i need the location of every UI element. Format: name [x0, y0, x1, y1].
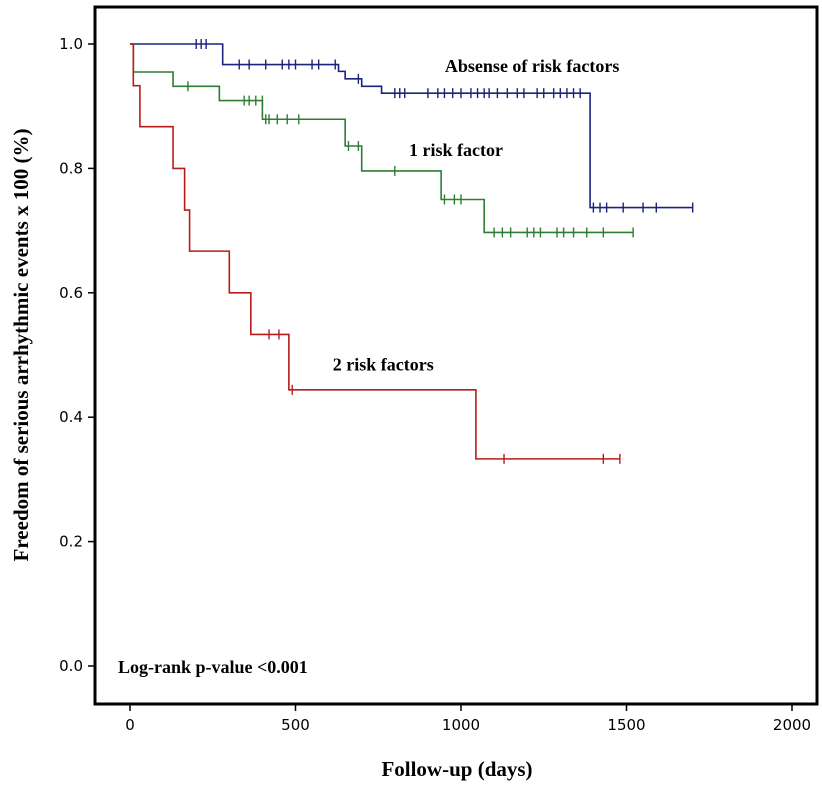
series-line-2: [130, 43, 620, 460]
y-tick-label: 0.0: [59, 657, 83, 675]
y-axis-title: Freedom of serious arrhythmic events x 1…: [9, 129, 33, 562]
series-line-1: [130, 43, 634, 234]
y-tick-label: 1.0: [59, 35, 83, 53]
series-labels: Absense of risk factors 1 risk factor 2 ri…: [333, 56, 620, 375]
log-rank-annotation: Log-rank p-value <0.001: [118, 657, 308, 677]
survival-curves: [130, 43, 693, 460]
y-tick-label: 0.6: [59, 284, 83, 302]
x-tick-label: 0: [125, 716, 135, 734]
series-label: 2 risk factors: [333, 355, 434, 375]
y-axis: 0.0 0.2 0.4 0.6 0.8 1.0: [59, 35, 95, 675]
series-label: Absense of risk factors: [445, 56, 619, 76]
x-axis: 0 500 1000 1500 2000: [125, 704, 811, 734]
censor-marks: [187, 39, 694, 464]
series-label: 1 risk factor: [409, 140, 503, 160]
x-tick-label: 2000: [773, 716, 811, 734]
x-tick-label: 500: [281, 716, 310, 734]
y-tick-label: 0.8: [59, 159, 83, 177]
y-tick-label: 0.4: [59, 408, 83, 426]
series-line-0: [130, 43, 693, 209]
y-tick-label: 0.2: [59, 533, 83, 551]
plot-frame: [93, 5, 819, 706]
x-tick-label: 1000: [442, 716, 480, 734]
x-axis-title: Follow-up (days): [381, 757, 532, 781]
x-tick-label: 1500: [607, 716, 645, 734]
